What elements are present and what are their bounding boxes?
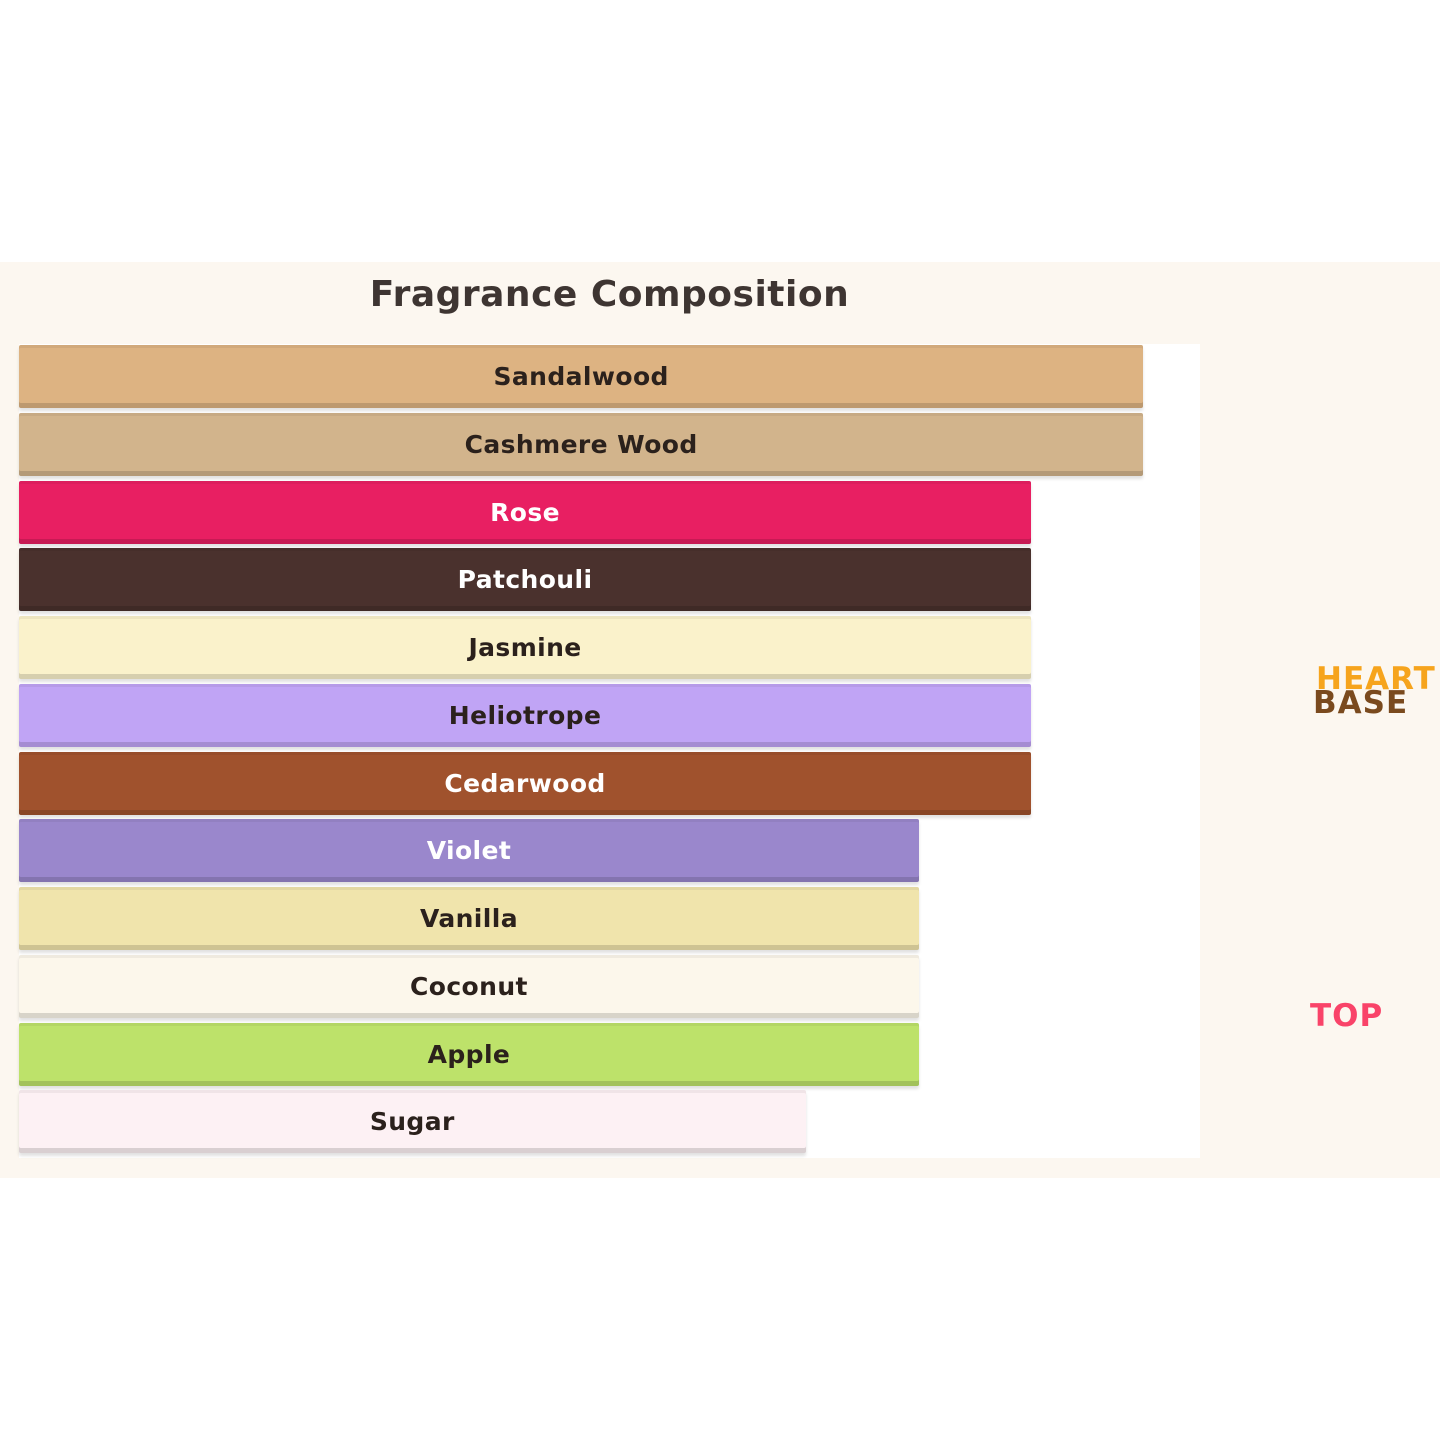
bar-apple: Apple: [19, 1022, 919, 1086]
plot-area: [19, 344, 1200, 1158]
bar-label-apple: Apple: [427, 1039, 511, 1069]
bar-sandalwood: Sandalwood: [19, 345, 1144, 408]
bar-label-coconut: Coconut: [410, 971, 528, 1001]
group-label-base: BASE: [1313, 685, 1409, 721]
bar-sugar: Sugar: [19, 1090, 806, 1154]
bar-label-cashmere-wood: Cashmere Wood: [464, 429, 698, 459]
bar-label-rose: Rose: [490, 497, 560, 527]
bar-label-sandalwood: Sandalwood: [493, 362, 669, 391]
bar-vanilla: Vanilla: [19, 887, 919, 950]
bar-group: Sandalwood Cashmere Wood Rose Patchouli …: [19, 345, 1200, 1154]
bar-rose: Rose: [19, 480, 1032, 544]
bar-cashmere-wood: Cashmere Wood: [19, 412, 1144, 476]
chart-title: Fragrance Composition: [369, 274, 850, 315]
bar-label-patchouli: Patchouli: [457, 565, 593, 595]
bar-label-violet: Violet: [426, 836, 512, 866]
bar-cedarwood: Cedarwood: [19, 751, 1032, 815]
bar-label-cedarwood: Cedarwood: [444, 768, 606, 798]
bar-label-vanilla: Vanilla: [419, 904, 518, 933]
bar-violet: Violet: [19, 819, 919, 883]
bar-label-jasmine: Jasmine: [468, 633, 582, 662]
bar-coconut: Coconut: [19, 954, 919, 1018]
bar-jasmine: Jasmine: [19, 616, 1032, 679]
bar-label-sugar: Sugar: [369, 1107, 455, 1137]
group-label-heart: HEART: [1316, 661, 1436, 697]
bar-patchouli: Patchouli: [19, 548, 1032, 612]
group-label-top: TOP: [1310, 998, 1384, 1034]
bar-label-heliotrope: Heliotrope: [448, 700, 602, 730]
bar-heliotrope: Heliotrope: [19, 683, 1032, 747]
